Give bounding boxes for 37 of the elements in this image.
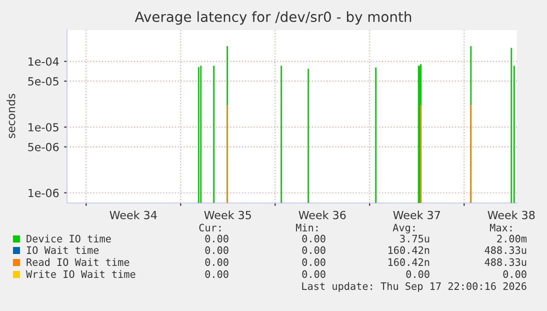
- text: 0.00: [406, 270, 430, 278]
- x-tick-label: Week 34: [110, 210, 157, 220]
- text: 0.00: [503, 270, 526, 278]
- text: 488.33u: [484, 258, 526, 266]
- x-tick-label: Week 35: [204, 210, 251, 220]
- legend-label: Write IO Wait time: [26, 270, 136, 278]
- text: Max:: [490, 224, 512, 232]
- text: Cur:: [199, 224, 221, 232]
- x-tick-label: Week 36: [298, 210, 346, 220]
- chart-title: Average latency for /dev/sr0 - by month: [134, 11, 412, 25]
- y-tick-label: 1e-05: [28, 123, 58, 132]
- legend-label: Device IO time: [26, 234, 111, 242]
- text: 160.42n: [388, 258, 430, 266]
- text: Min:: [296, 224, 318, 232]
- text: 0.00: [205, 234, 228, 242]
- text: 0.00: [302, 270, 326, 278]
- y-tick-label: 1e-06: [28, 188, 59, 198]
- text: 0.00: [205, 258, 228, 266]
- text: 0.00: [302, 234, 326, 242]
- text: 0.00: [302, 246, 326, 254]
- text: 0.00: [205, 270, 228, 278]
- y-axis-title: seconds: [6, 94, 16, 138]
- text: 0.00: [302, 258, 326, 266]
- text: Last update: Thu Sep 17 22:00:16 2026: [302, 282, 526, 292]
- text: Avg:: [392, 224, 415, 234]
- text: 3.75u: [400, 234, 430, 242]
- y-tick-label: 5e-06: [28, 142, 59, 152]
- text: 160.42n: [388, 246, 430, 254]
- y-tick-label: 1e-04: [28, 57, 59, 66]
- text: 0.00: [205, 246, 228, 254]
- y-tick-label: 5e-05: [28, 77, 58, 86]
- x-tick-label: Week 37: [393, 210, 440, 220]
- x-tick-label: Week 38: [488, 210, 535, 220]
- legend-label: Read IO Wait time: [26, 258, 130, 266]
- text: 2.00m: [497, 234, 527, 242]
- text: 488.33u: [484, 246, 526, 254]
- legend-label: IO Wait time: [26, 246, 99, 254]
